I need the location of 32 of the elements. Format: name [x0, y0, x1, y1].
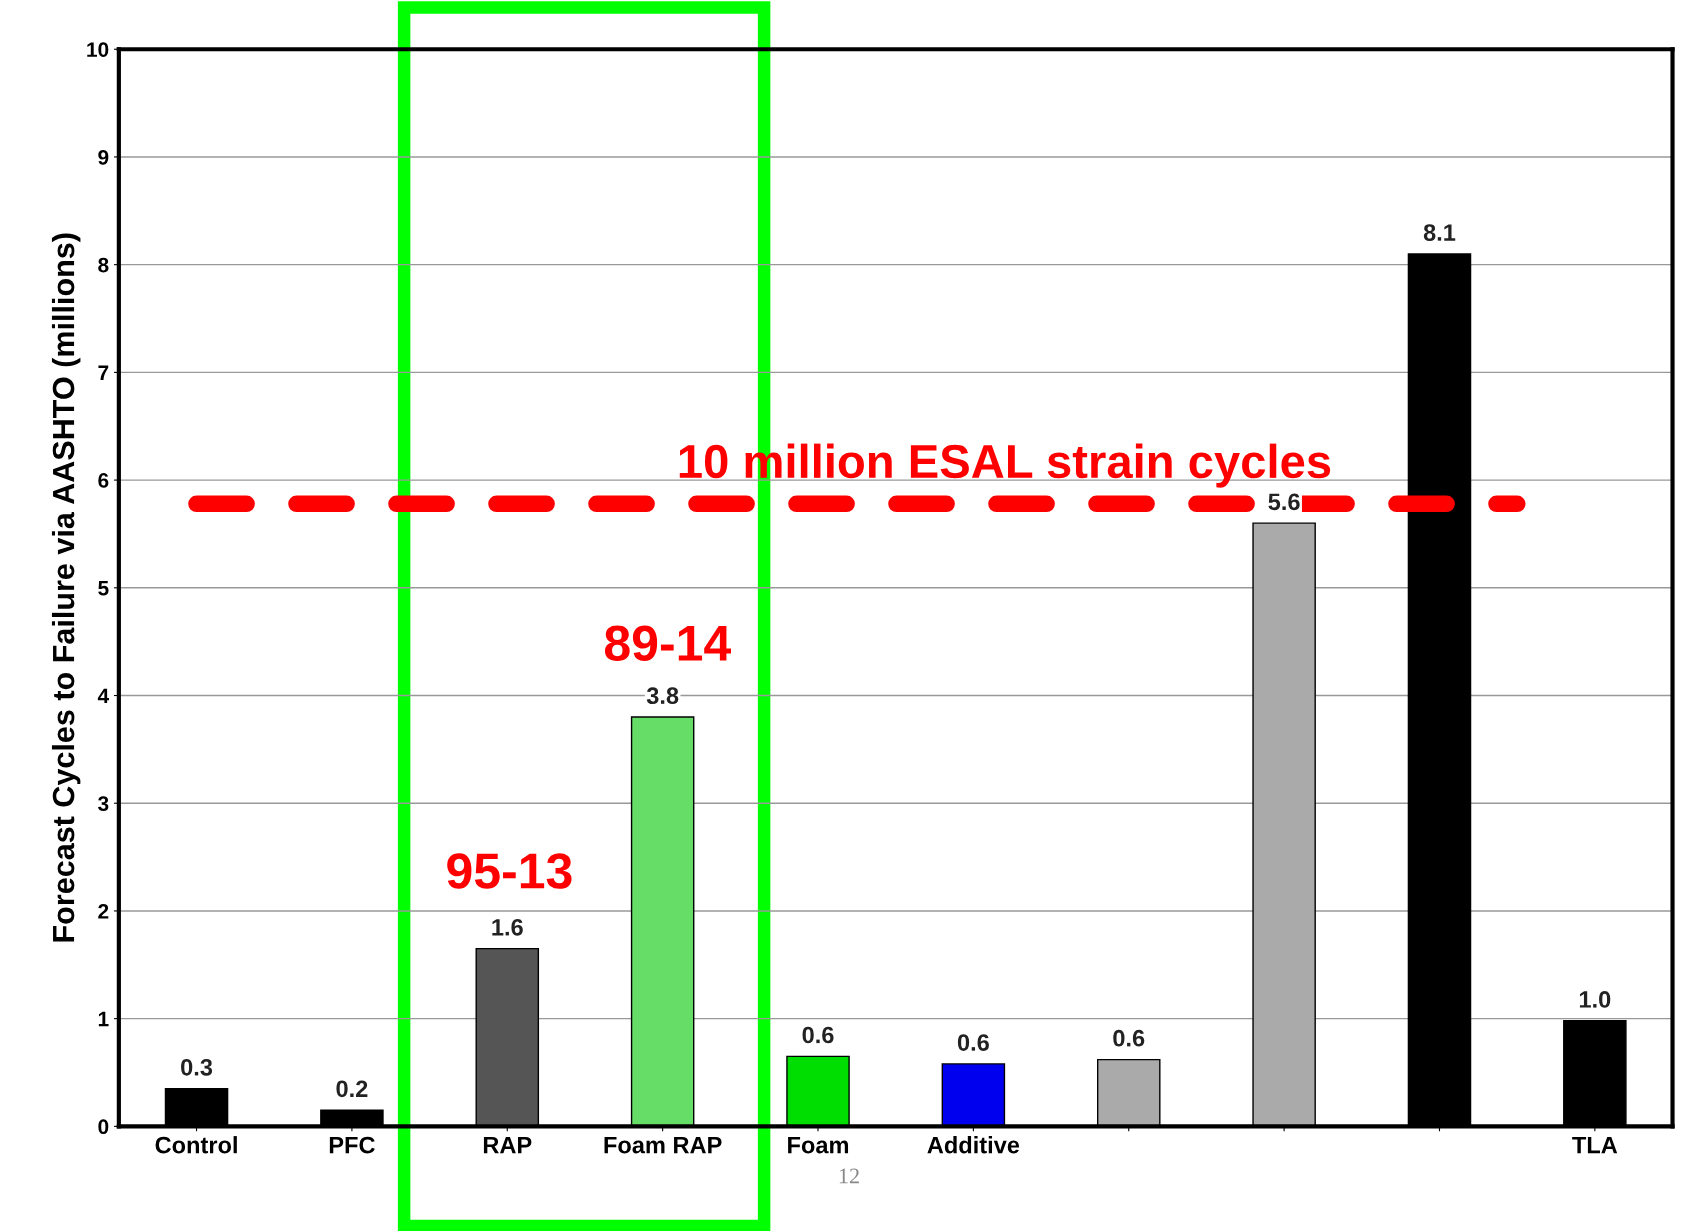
- x-tick-label: Additive: [927, 1136, 1020, 1154]
- data-label: 3.8: [646, 687, 679, 705]
- x-tick-label: PFC: [329, 1136, 375, 1154]
- y-tick-label: 8: [98, 257, 109, 273]
- y-tick-label: 6: [98, 473, 109, 488]
- annotation: 89-14: [604, 625, 731, 662]
- data-label: 0.6: [1113, 1029, 1145, 1047]
- y-tick-label: 5: [98, 581, 109, 596]
- annotation: 95-13: [447, 853, 572, 889]
- data-label: 0.6: [957, 1034, 989, 1051]
- data-label: 1.0: [1579, 991, 1611, 1008]
- x-tick-label: Foam RAP: [604, 1136, 722, 1154]
- y-tick-label: 3: [98, 796, 109, 812]
- data-label: 5.6: [1268, 493, 1300, 511]
- y-tick-label: 7: [98, 365, 109, 380]
- y-axis-title: Forecast Cycles to Failure via AASHTO (millions): [51, 233, 81, 942]
- data-label: 0.3: [181, 1058, 213, 1076]
- data-label: 1.6: [492, 918, 523, 936]
- y-tick-label: 0: [98, 1119, 109, 1135]
- x-tick-label: RAP: [483, 1136, 532, 1154]
- x-tick-label: TLA: [1572, 1136, 1618, 1154]
- y-tick-label: 4: [97, 688, 110, 704]
- text: 12: [839, 1168, 859, 1184]
- y-tick-label: 2: [98, 903, 109, 919]
- y-tick-label: 1: [98, 1011, 109, 1027]
- data-label: 8.1: [1423, 224, 1456, 241]
- y-tick-label: 9: [98, 149, 109, 165]
- x-tick-label: Control: [155, 1136, 237, 1154]
- y-tick-label: 10: [87, 42, 109, 57]
- data-label: 0.6: [802, 1026, 834, 1044]
- data-label: 0.2: [336, 1080, 368, 1098]
- x-tick-label: Foam: [788, 1136, 849, 1154]
